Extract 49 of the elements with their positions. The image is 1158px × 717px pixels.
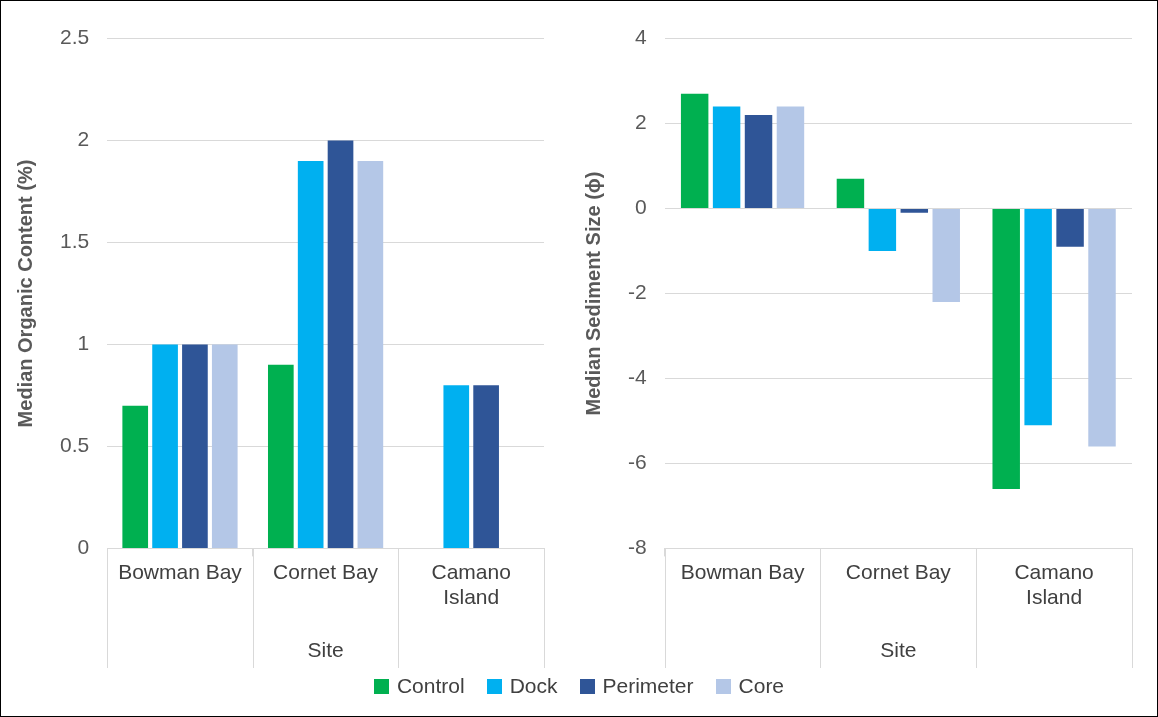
x-tick-label: Cornet Bay <box>273 559 379 583</box>
y-tick-label: -2 <box>627 280 647 304</box>
legend-label: Perimeter <box>602 674 694 698</box>
bar <box>932 209 960 302</box>
y-tick-label: 1 <box>77 331 90 355</box>
bar <box>267 364 294 548</box>
bar <box>836 178 865 209</box>
x-axis-title: Site <box>880 638 917 662</box>
bar <box>327 140 354 548</box>
bar <box>297 160 324 548</box>
y-tick-label: 2 <box>634 110 647 134</box>
bar <box>992 209 1020 489</box>
x-tick-label: Bowman Bay <box>118 559 243 583</box>
x-axis-title: Site <box>307 638 344 662</box>
x-tick-label: Camano Island <box>1014 559 1094 608</box>
y-tick-label: 0 <box>77 535 90 559</box>
bar <box>211 344 238 548</box>
y-tick-label: -6 <box>627 450 647 474</box>
bar <box>776 106 805 209</box>
x-tick-label: Camano Island <box>431 559 511 608</box>
y-tick-label: -8 <box>627 535 647 559</box>
y-tick-label: 0 <box>634 195 647 219</box>
bar <box>357 160 384 548</box>
x-tick-label: Bowman Bay <box>680 559 805 583</box>
x-tick-label: Cornet Bay <box>845 559 952 583</box>
bar <box>1056 209 1084 247</box>
bar <box>1088 209 1116 447</box>
y-tick-label: 0.5 <box>59 433 90 457</box>
y-tick-label: 4 <box>634 25 647 49</box>
bar <box>744 115 773 209</box>
bar <box>473 385 499 548</box>
y-tick-label: 2.5 <box>59 25 90 49</box>
legend-label: Control <box>396 674 465 698</box>
bar <box>712 106 741 209</box>
legend-label: Dock <box>509 674 558 698</box>
y-tick-label: 2 <box>77 127 90 151</box>
bar <box>868 209 897 252</box>
legend-label: Core <box>738 674 785 698</box>
bar <box>680 93 709 209</box>
y-axis-title: Median Sediment Size (ϕ) <box>581 171 604 416</box>
y-tick-label: -4 <box>627 365 647 389</box>
bar <box>900 209 929 213</box>
y-axis-title: Median Organic Content (%) <box>13 159 36 428</box>
y-tick-label: 1.5 <box>59 229 90 253</box>
bar <box>122 405 149 548</box>
bar <box>152 344 178 548</box>
bar <box>1024 209 1052 426</box>
bar <box>443 385 470 548</box>
bar <box>182 344 208 548</box>
